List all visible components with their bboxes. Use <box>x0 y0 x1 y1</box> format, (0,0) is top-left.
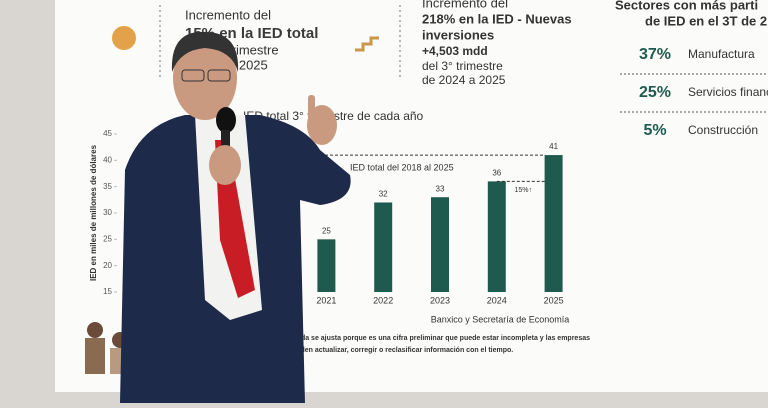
y-tick-label: 40 <box>103 155 112 164</box>
text: de 2024 a 2025 <box>422 73 506 87</box>
annotation: IED total del 2018 al 2025 <box>350 162 454 172</box>
y-tick-label: 30 <box>103 208 112 217</box>
text: Sectores con más parti <box>615 0 758 12</box>
sector-name: Manufactura <box>688 47 755 61</box>
text: Incremento del <box>422 0 508 10</box>
text: +4,503 mdd <box>422 44 488 58</box>
x-tick-label: 2025 <box>544 295 564 305</box>
x-tick-label: 2023 <box>430 295 450 305</box>
sector-share: 37% <box>639 46 671 63</box>
source: Banxico y Secretaría de Economía <box>431 314 570 324</box>
value-label: 41 <box>549 142 558 151</box>
y-tick-label: 20 <box>103 261 112 270</box>
x-tick-label: 2021 <box>316 295 336 305</box>
footnote: IED publicada se ajusta porque es una ci… <box>263 335 590 342</box>
y-tick-label: 45 <box>103 129 112 138</box>
value-label: 25 <box>322 226 331 235</box>
text: 218% en la IED - Nuevas <box>422 11 572 26</box>
change-label: 15%↑ <box>514 187 532 194</box>
sector-share: 25% <box>639 84 671 101</box>
x-tick-label: 2024 <box>487 295 507 305</box>
footnote: pueden actualizar, corregir o reclasific… <box>288 347 513 354</box>
sector-name: Construcción <box>688 123 758 137</box>
bar <box>317 239 336 292</box>
text: de IED en el 3T de 2 <box>645 13 767 28</box>
sector-name: Servicios financ <box>688 85 768 99</box>
text: trimestre <box>228 42 279 57</box>
text: Incremento del <box>185 7 271 22</box>
bar <box>487 181 506 292</box>
icon <box>355 36 379 52</box>
y-tick-label: 15 <box>103 287 112 296</box>
bar <box>374 202 393 292</box>
x-tick-label: 2022 <box>373 295 393 305</box>
bar <box>431 197 449 292</box>
text: inversiones <box>422 27 494 42</box>
icon <box>112 26 136 50</box>
value-label: 32 <box>379 190 388 199</box>
sector-share: 5% <box>643 122 666 139</box>
value-label: 36 <box>492 169 501 178</box>
speaker <box>120 31 351 403</box>
y-axis-label: IED en miles de millones de dólares <box>89 144 98 281</box>
value-label: 33 <box>436 184 445 193</box>
y-tick-label: 25 <box>103 234 112 243</box>
bar <box>544 155 563 292</box>
text: del 3° trimestre <box>422 59 503 73</box>
y-tick-label: 35 <box>103 182 112 191</box>
